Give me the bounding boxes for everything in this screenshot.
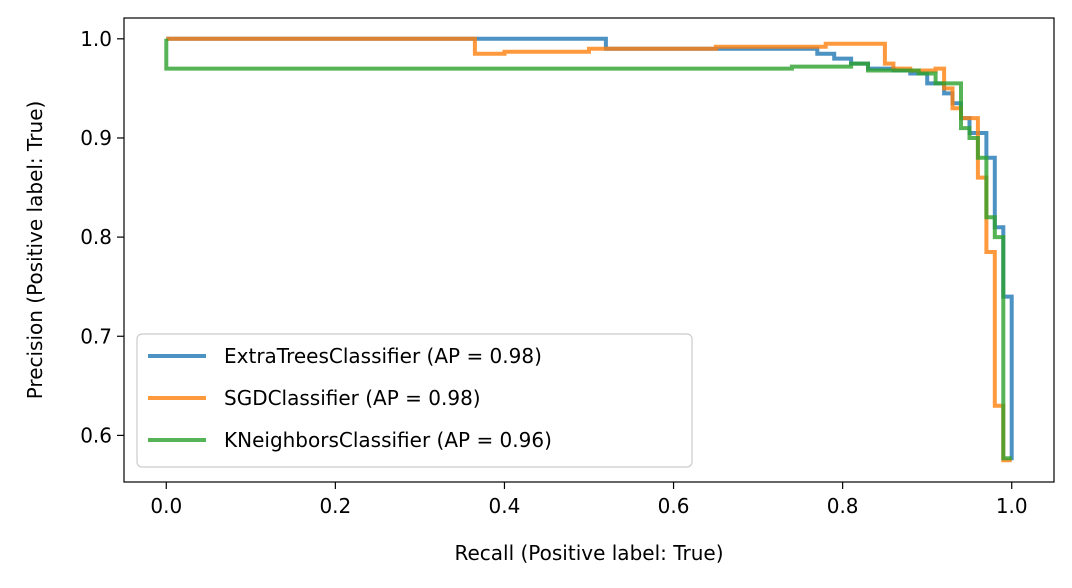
x-axis-label: Recall (Positive label: True)	[454, 541, 723, 565]
legend-box	[136, 333, 693, 468]
x-tick-label: 0.6	[658, 494, 690, 518]
series-line-0	[166, 36, 1014, 461]
y-axis: 0.6 0.7 0.8 0.9 1.0	[80, 27, 124, 447]
y-tick-label: 0.7	[80, 324, 112, 348]
x-tick-label: 0.4	[489, 494, 521, 518]
legend-entry-label: ExtraTreesClassifier (AP = 0.98)	[224, 344, 542, 368]
y-tick-label: 0.8	[80, 225, 112, 249]
x-tick-label: 0.8	[827, 494, 859, 518]
legend-entry-label: SGDClassifier (AP = 0.98)	[224, 386, 481, 410]
series-line-2	[164, 38, 1012, 461]
y-tick-label: 0.6	[80, 423, 112, 447]
y-tick-label: 0.9	[80, 126, 112, 150]
x-tick-label: 0.2	[319, 494, 351, 518]
x-tick-label: 0.0	[150, 494, 182, 518]
plot-frame	[123, 17, 1055, 483]
y-axis-label: Precision (Positive label: True)	[23, 101, 47, 400]
curves-layer	[164, 36, 1014, 463]
legend: ExtraTreesClassifier (AP = 0.98) SGDClass…	[136, 333, 693, 468]
y-tick-label: 1.0	[80, 27, 112, 51]
legend-entry-label: KNeighborsClassifier (AP = 0.96)	[224, 428, 552, 452]
x-axis: 0.0 0.2 0.4 0.6 0.8 1.0	[150, 482, 1028, 518]
x-tick-label: 1.0	[996, 494, 1028, 518]
